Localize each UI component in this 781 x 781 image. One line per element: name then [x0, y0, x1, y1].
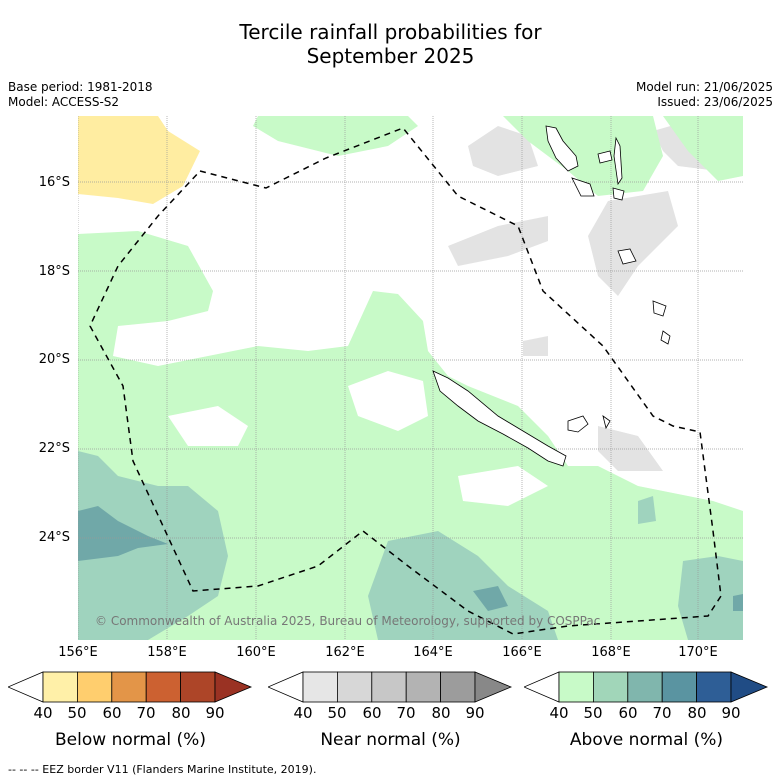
tick-label: 60: [618, 704, 638, 722]
tick-label: 70: [652, 704, 672, 722]
tick-label: 90: [465, 704, 485, 722]
colorbar-upper-extension: [474, 671, 513, 703]
tick-label: 60: [102, 704, 122, 722]
no-signal-areas: [168, 371, 548, 506]
coastlines: [432, 125, 671, 467]
vanuatu-island: [613, 136, 623, 186]
tick-label: 40: [33, 704, 53, 722]
lon-label-170e: 170°E: [678, 645, 718, 660]
colorbar-upper-extension: [730, 671, 769, 703]
colorbar-label-near: Near normal (%): [320, 730, 461, 750]
model-name: Model: ACCESS-S2: [8, 95, 120, 109]
lon-label-166e: 166°E: [502, 645, 542, 660]
colorbar-segment: [405, 671, 441, 703]
tick-label: 70: [136, 704, 156, 722]
tick-label: 50: [583, 704, 603, 722]
colorbar-lower-extension: [524, 671, 560, 703]
colorbar-lower-extension: [268, 671, 304, 703]
colorbar-segment: [593, 671, 629, 703]
lon-label-164e: 164°E: [413, 645, 453, 660]
malekula-island: [571, 177, 595, 197]
colorbar-label-above: Above normal (%): [569, 730, 724, 750]
vanuatu-island: [597, 150, 613, 164]
map-panel: [78, 116, 743, 640]
lat-label-20s: 20°S: [38, 352, 70, 367]
efate-island: [617, 248, 637, 265]
tick-label: 60: [362, 704, 382, 722]
title-line-2: September 2025: [306, 44, 475, 68]
colorbar-segment: [42, 671, 78, 703]
tick-label: 50: [67, 704, 87, 722]
colorbar-upper-extension: [214, 671, 253, 703]
lon-label-160e: 160°E: [236, 645, 276, 660]
model-run: Model run: 21/06/2025: [635, 80, 773, 94]
issued-date: Issued: 23/06/2025: [657, 95, 773, 109]
erromango-island: [652, 300, 667, 317]
lon-label-162e: 162°E: [325, 645, 365, 660]
loyalty-islands: [567, 415, 589, 433]
espiritu-santo-island: [545, 125, 579, 172]
colorbar-lower-extension: [8, 671, 44, 703]
tick-label: 80: [171, 704, 191, 722]
colorbar-near-normal: [268, 671, 513, 703]
colorbar-segment: [440, 671, 476, 703]
vanuatu-island: [612, 187, 625, 201]
lat-label-22s: 22°S: [38, 441, 70, 456]
tick-label: 40: [549, 704, 569, 722]
colorbar-label-below: Below normal (%): [55, 730, 206, 750]
colorbar-segment: [337, 671, 373, 703]
colorbar-segment: [696, 671, 732, 703]
colorbar-ticks-near: 40 50 60 70 80 90: [268, 704, 513, 724]
copyright-text: © Commonwealth of Australia 2025, Bureau…: [95, 614, 601, 628]
tick-label: 90: [721, 704, 741, 722]
colorbar-above-normal: [524, 671, 769, 703]
colorbar-segment: [627, 671, 663, 703]
lon-label-158e: 158°E: [147, 645, 187, 660]
above-normal-70-areas: [78, 506, 743, 611]
colorbar-ticks-below: 40 50 60 70 80 90: [8, 704, 253, 724]
tanna-island: [660, 330, 671, 345]
colorbar-ticks-above: 40 50 60 70 80 90: [524, 704, 769, 724]
tick-label: 70: [396, 704, 416, 722]
base-period: Base period: 1981-2018: [8, 80, 153, 94]
tick-label: 40: [293, 704, 313, 722]
map-title: Tercile rainfall probabilities for Septe…: [0, 20, 781, 68]
graticule: [78, 116, 743, 640]
colorbar-segment: [145, 671, 181, 703]
lat-label-24s: 24°S: [38, 530, 70, 545]
colorbar-segment: [371, 671, 407, 703]
island-small: [602, 415, 611, 430]
tick-label: 90: [205, 704, 225, 722]
lon-label-168e: 168°E: [591, 645, 631, 660]
colorbar-below-normal: [8, 671, 253, 703]
colorbar-segment: [558, 671, 594, 703]
tick-label: 80: [431, 704, 451, 722]
colorbar-segment: [77, 671, 113, 703]
meta-right: Model run: 21/06/2025 Issued: 23/06/2025: [636, 80, 773, 110]
meta-left: Base period: 1981-2018 Model: ACCESS-S2: [8, 80, 153, 110]
colorbar-segment: [661, 671, 697, 703]
lon-label-156e: 156°E: [58, 645, 98, 660]
title-line-1: Tercile rainfall probabilities for: [239, 20, 542, 44]
lat-label-18s: 18°S: [38, 264, 70, 279]
footer-legend: -- -- -- EEZ border V11 (Flanders Marine…: [8, 763, 317, 776]
colorbar-segment: [302, 671, 338, 703]
tick-label: 80: [687, 704, 707, 722]
colorbar-segment: [111, 671, 147, 703]
tick-label: 50: [327, 704, 347, 722]
new-caledonia-island: [432, 370, 567, 467]
lat-label-16s: 16°S: [38, 175, 70, 190]
colorbar-segment: [180, 671, 216, 703]
